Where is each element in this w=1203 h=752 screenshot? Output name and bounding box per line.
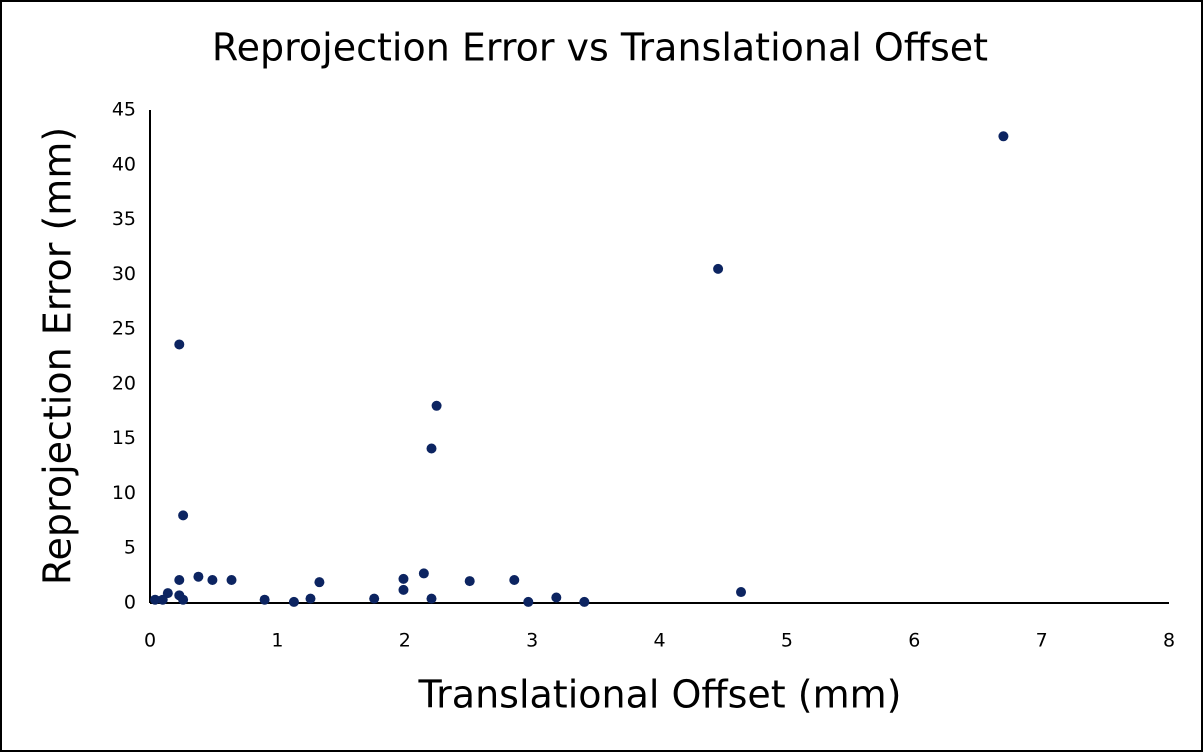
point	[207, 574, 218, 585]
x-tick-label: 5	[781, 630, 793, 652]
y-tick-label: 25	[112, 318, 136, 340]
point	[551, 592, 562, 603]
point	[736, 587, 747, 598]
point	[288, 596, 299, 607]
x-tick-label: 0	[144, 630, 156, 652]
y-tick-label: 35	[112, 208, 136, 230]
point	[369, 593, 380, 604]
x-axis-label: Translational Offset (mm)	[418, 673, 902, 717]
point	[713, 263, 724, 274]
x-tick-label: 1	[271, 630, 283, 652]
point	[259, 594, 270, 605]
y-tick-label: 45	[112, 99, 136, 121]
point	[579, 596, 590, 607]
point	[314, 577, 325, 588]
point	[226, 574, 237, 585]
x-tick-label: 7	[1036, 630, 1048, 652]
point	[426, 443, 437, 454]
y-axis-label: Reprojection Error (mm)	[36, 127, 80, 585]
x-tick-label: 8	[1163, 630, 1175, 652]
x-tick-label: 6	[908, 630, 920, 652]
point	[426, 593, 437, 604]
point	[162, 588, 173, 599]
point	[998, 131, 1009, 142]
point	[150, 594, 161, 605]
y-tick-label: 30	[112, 263, 136, 285]
point	[398, 584, 409, 595]
point	[431, 400, 442, 411]
point	[523, 596, 534, 607]
point	[178, 594, 189, 605]
point	[464, 576, 475, 587]
x-tick-label: 4	[653, 630, 665, 652]
x-tick-label: 2	[399, 630, 411, 652]
point	[418, 568, 429, 579]
point	[305, 593, 316, 604]
y-tick-label: 5	[124, 537, 136, 559]
point	[193, 571, 204, 582]
point	[174, 574, 185, 585]
point	[509, 574, 520, 585]
x-tick-label: 3	[526, 630, 538, 652]
chart-title: Reprojection Error vs Translational Offs…	[212, 26, 988, 70]
y-tick-label: 10	[112, 482, 136, 504]
point	[398, 573, 409, 584]
point	[178, 510, 189, 521]
y-tick-label: 0	[124, 592, 136, 614]
y-tick-label: 15	[112, 427, 136, 449]
y-tick-label: 20	[112, 372, 136, 394]
point	[174, 339, 185, 350]
y-tick-label: 40	[112, 153, 136, 175]
